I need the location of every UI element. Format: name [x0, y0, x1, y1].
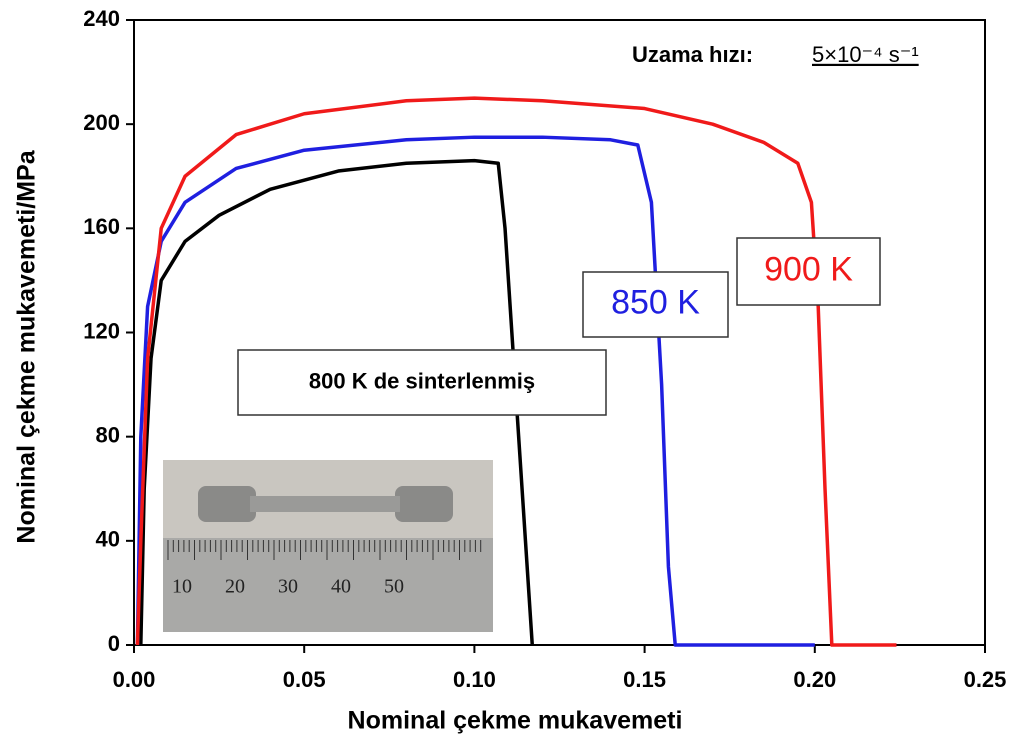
ruler-label: 30 [278, 576, 298, 598]
annotation-rate: 5×10⁻⁴ s⁻¹ [812, 42, 919, 67]
x-tick-label: 0.20 [793, 667, 836, 692]
y-tick-label: 160 [83, 214, 120, 239]
specimen-grip [198, 486, 256, 522]
y-tick-label: 200 [83, 110, 120, 135]
chart: Nominal çekme mukavemeti Nominal çekme m… [0, 0, 1029, 746]
specimen-gauge [250, 496, 400, 512]
y-tick-label: 240 [83, 6, 120, 31]
ruler-label: 50 [384, 576, 404, 598]
x-tick-label: 0.25 [964, 667, 1007, 692]
ruler-label: 10 [172, 576, 192, 598]
series-label: 800 K de sinterlenmiş [309, 368, 535, 393]
y-axis-title: Nominal çekme mukavemeti/MPa [13, 149, 41, 543]
annotation-label: Uzama hızı: [632, 42, 753, 67]
y-tick-label: 120 [83, 318, 120, 343]
x-tick-label: 0.10 [453, 667, 496, 692]
ruler-label: 40 [331, 576, 351, 598]
series-label: 900 K [764, 250, 853, 288]
x-tick-label: 0.15 [623, 667, 666, 692]
y-tick-label: 0 [108, 631, 120, 656]
series-label: 850 K [611, 283, 700, 321]
ruler-label: 20 [225, 576, 245, 598]
x-tick-label: 0.00 [113, 667, 156, 692]
specimen-grip [395, 486, 453, 522]
y-tick-label: 40 [96, 527, 120, 552]
ruler [163, 538, 493, 632]
x-axis-title: Nominal çekme mukavemeti [348, 707, 683, 735]
y-tick-label: 80 [96, 422, 120, 447]
x-tick-label: 0.05 [283, 667, 326, 692]
